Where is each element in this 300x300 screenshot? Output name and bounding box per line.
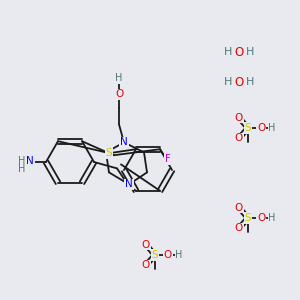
Text: H: H bbox=[246, 47, 254, 57]
Text: O: O bbox=[234, 76, 244, 88]
Text: O: O bbox=[235, 224, 243, 233]
Text: H: H bbox=[246, 77, 254, 87]
Text: N: N bbox=[120, 137, 128, 147]
Text: O: O bbox=[142, 260, 150, 270]
Text: H: H bbox=[115, 74, 123, 83]
Text: O: O bbox=[235, 134, 243, 143]
Text: F: F bbox=[165, 154, 171, 164]
Text: H: H bbox=[18, 156, 26, 166]
Text: S: S bbox=[152, 250, 158, 260]
Text: O: O bbox=[234, 46, 244, 59]
Text: N: N bbox=[26, 156, 34, 166]
Text: S: S bbox=[245, 213, 251, 223]
Text: H: H bbox=[268, 213, 276, 223]
Text: O: O bbox=[142, 240, 150, 250]
Text: H: H bbox=[18, 164, 26, 174]
Text: H: H bbox=[268, 123, 276, 133]
Text: O: O bbox=[257, 123, 265, 133]
Text: O: O bbox=[164, 250, 172, 260]
Text: O: O bbox=[235, 202, 243, 213]
Text: H: H bbox=[224, 77, 232, 87]
Text: H: H bbox=[224, 47, 232, 57]
Text: S: S bbox=[245, 123, 251, 133]
Text: O: O bbox=[257, 213, 265, 223]
Text: S: S bbox=[106, 148, 112, 158]
Text: O: O bbox=[115, 89, 123, 99]
Text: H: H bbox=[176, 250, 183, 260]
Text: O: O bbox=[235, 112, 243, 123]
Text: N: N bbox=[125, 179, 133, 189]
